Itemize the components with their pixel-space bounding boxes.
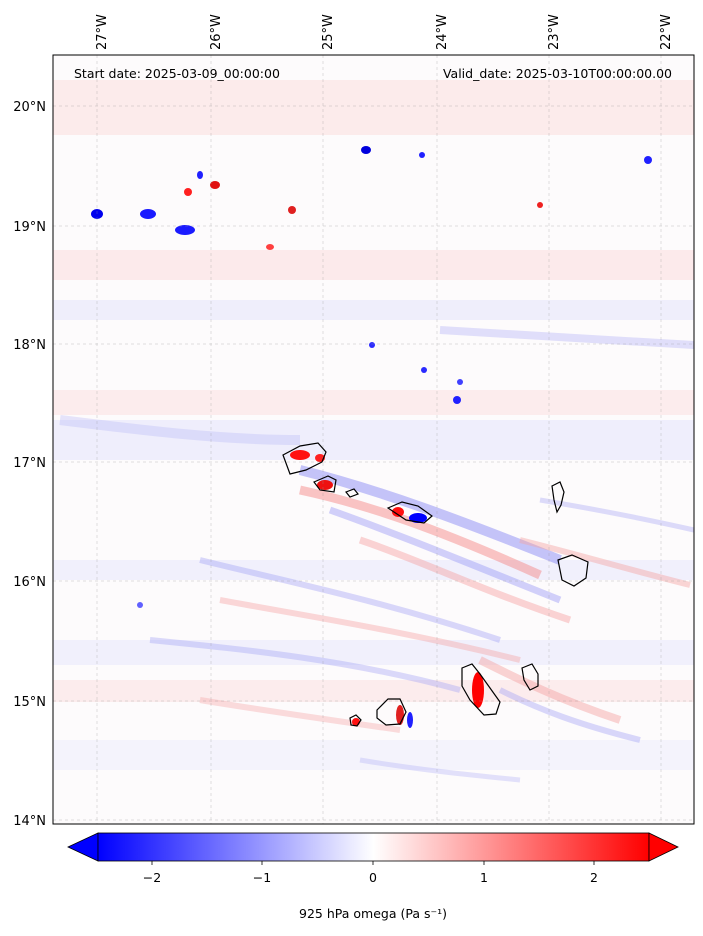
lon-tick-label: 26°W: [209, 14, 224, 50]
sal-coast: [551, 481, 565, 514]
colorbar-body: [97, 832, 650, 862]
santa-luzia-coast: [345, 488, 359, 498]
start-date-label: Start date: 2025-03-09_00:00:00: [74, 66, 280, 81]
map-frame: [52, 54, 695, 825]
colorbar-tick-label: −2: [143, 870, 161, 885]
santo-antao-coast: [282, 442, 327, 475]
island-cells: [290, 450, 484, 728]
colorbar-tick-label: 0: [369, 870, 377, 885]
colorbar-tick-label: 1: [480, 870, 488, 885]
valid-date-label: Valid_date: 2025-03-10T00:00:00.00: [443, 66, 672, 81]
colorbar-tick-labels: −2 −1 0 1 2: [143, 870, 598, 885]
fogo-coast: [376, 698, 407, 726]
lon-tick-label: 27°W: [95, 14, 110, 50]
colorbar-label: 925 hPa omega (Pa s⁻¹): [299, 906, 447, 921]
colorbar-ticks: [151, 861, 595, 865]
lat-tick-label: 18°N: [13, 338, 46, 353]
sao-nicolau-coast: [386, 501, 433, 524]
colorbar-tick-label: −1: [253, 870, 271, 885]
boa-vista-coast: [557, 554, 589, 587]
gridlines: [53, 55, 694, 824]
colorbar-extend-low: [67, 832, 99, 862]
lat-tick-label: 16°N: [13, 575, 46, 590]
lon-tick-label: 24°W: [435, 14, 450, 50]
coastlines: [282, 442, 589, 727]
maio-coast: [521, 663, 539, 691]
lon-tick-label: 23°W: [547, 14, 562, 50]
lat-tick-label: 14°N: [13, 814, 46, 829]
lat-tick-label: 17°N: [13, 456, 46, 471]
lat-tick-label: 19°N: [13, 220, 46, 235]
santiago-coast: [461, 663, 501, 716]
lat-tick-labels: 20°N 19°N 18°N 17°N 16°N 15°N 14°N: [13, 100, 46, 829]
colorbar-tick-label: 2: [590, 870, 598, 885]
omega-field: [53, 80, 694, 783]
lon-tick-labels: 27°W 26°W 25°W 24°W 23°W 22°W: [95, 14, 674, 50]
lon-tick-label: 22°W: [659, 14, 674, 50]
brava-coast: [349, 714, 362, 727]
wave-streaks: [59, 326, 694, 783]
lon-tick-label: 25°W: [321, 14, 336, 50]
lat-tick-label: 15°N: [13, 695, 46, 710]
sao-vicente-coast: [313, 475, 337, 493]
lat-tick-label: 20°N: [13, 100, 46, 115]
colorbar: −2 −1 0 1 2 925 hPa omega (Pa s⁻¹): [67, 832, 679, 921]
map-panel: Start date: 2025-03-09_00:00:00 Valid_da…: [13, 14, 695, 829]
colorbar-extend-high: [648, 832, 679, 862]
